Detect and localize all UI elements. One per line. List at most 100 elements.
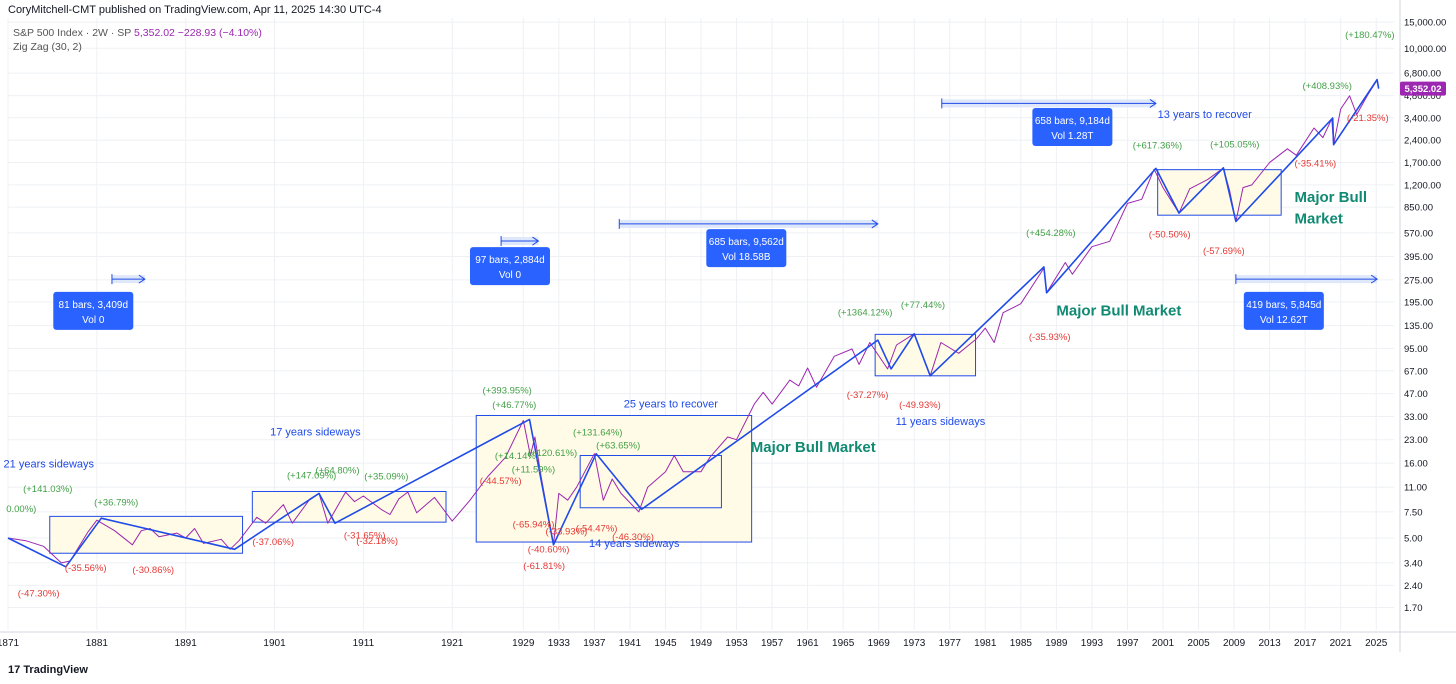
range-info-text: Vol 1.28T — [1051, 131, 1093, 142]
last-price-box — [1400, 81, 1446, 96]
zigzag-percent-label: (+63.65%) — [596, 441, 640, 452]
range-info-box — [1032, 107, 1113, 146]
annotation-text: 14 years sideways — [589, 538, 680, 550]
price-axis-tick-label: 67.00 — [1404, 366, 1428, 377]
zigzag-percent-label: (+454.28%) — [1026, 228, 1075, 239]
zigzag-percent-label: (-46.30%) — [612, 532, 654, 543]
zigzag-percent-label: (+408.93%) — [1302, 81, 1351, 92]
annotation-text: Market — [1294, 210, 1342, 227]
zigzag-percent-label: (+617.36%) — [1133, 141, 1182, 152]
zigzag-percent-label: (-33.93%) — [546, 526, 588, 537]
range-info-text: 685 bars, 9,562d — [709, 237, 784, 248]
price-axis-tick-label: 135.00 — [1404, 321, 1433, 332]
time-axis-tick-label: 1997 — [1116, 638, 1139, 649]
price-axis-tick-label: 15,000.00 — [1404, 18, 1446, 29]
zigzag-percent-label: (+141.03%) — [23, 484, 72, 495]
price-axis-tick-label: 5.00 — [1404, 534, 1423, 545]
annotation-text: 13 years to recover — [1158, 109, 1252, 121]
price-axis-tick-label: 3.40 — [1404, 558, 1423, 569]
zigzag-percent-label: (+46.77%) — [492, 400, 536, 411]
zigzag-percent-label: (-50.50%) — [1149, 230, 1191, 241]
range-info-text: 81 bars, 3,409d — [59, 300, 129, 311]
annotation-text: 17 years sideways — [270, 427, 361, 439]
measure-arrows — [111, 98, 1379, 285]
zigzag-percent-label: (+1364.12%) — [838, 308, 893, 319]
range-info-box — [706, 229, 787, 268]
price-axis-tick-label: 7.50 — [1404, 507, 1423, 518]
symbol-legend[interactable]: S&P 500 Index · 2W · SP 5,352.02 −228.93… — [13, 27, 262, 39]
annotation-text: 21 years sideways — [4, 458, 95, 470]
range-info-box — [469, 247, 550, 286]
range-info-label: 81 bars, 3,409d Vol 0 — [53, 291, 134, 330]
price-axis-tick-label: 3,400.00 — [1404, 113, 1441, 124]
range-info-label: 97 bars, 2,884d Vol 0 — [469, 247, 550, 286]
time-axis-tick-label: 2005 — [1187, 638, 1210, 649]
zigzag-percent-label: (-30.86%) — [132, 565, 174, 576]
price-axis-tick-label: 275.00 — [1404, 275, 1433, 286]
range-info-text: 97 bars, 2,884d — [475, 255, 545, 266]
annotation-text: Major Bull Market — [1056, 303, 1181, 320]
zigzag-percent-label: (-35.56%) — [65, 563, 107, 574]
tradingview-logo[interactable]: 17 TradingView — [8, 664, 88, 676]
price-axis-tick-label: 1,200.00 — [1404, 180, 1441, 191]
zigzag-percent-label: (-61.81%) — [523, 561, 565, 572]
zigzag-percent-labels: 0.00%) (+141.03%) (+36.79%) (+147.09%)(+64.… — [6, 30, 1394, 600]
zigzag-percent-label: (+393.95%) — [482, 386, 531, 397]
time-axis-tick-label: 1911 — [353, 638, 375, 649]
range-info-text: 419 bars, 5,845d — [1246, 300, 1321, 311]
zigzag-percent-label: (-21.35%) — [1347, 113, 1389, 124]
range-info-text: 658 bars, 9,184d — [1035, 116, 1110, 127]
range-box — [579, 455, 722, 509]
annotation-text: 11 years sideways — [896, 416, 986, 428]
zigzag-percent-label: (+77.44%) — [901, 300, 945, 311]
time-axis-labels: 1871 1881 1891 1901 1911 1921 1929 1933 1937 1941… — [0, 638, 1388, 649]
price-axis-tick-label: 1.70 — [1404, 603, 1423, 614]
time-axis-tick-label: 2025 — [1365, 638, 1388, 649]
zigzag-percent-label: 0.00%) — [6, 504, 36, 515]
time-axis-tick-label: 1901 — [263, 638, 286, 649]
range-info-text: Vol 18.58B — [722, 252, 771, 263]
price-axis-tick-label: 23.00 — [1404, 435, 1428, 446]
zigzag-percent-label: (-37.06%) — [252, 537, 294, 548]
price-axis-tick-label: 570.00 — [1404, 228, 1433, 239]
time-axis-tick-label: 1953 — [725, 638, 748, 649]
time-axis-tick-label: 2017 — [1294, 638, 1317, 649]
range-info-text: Vol 12.62T — [1260, 315, 1308, 326]
time-axis-tick-label: 2001 — [1152, 638, 1175, 649]
zigzag-percent-label: (+14.14%) — [495, 451, 539, 462]
measure-arrow-head — [871, 219, 879, 229]
measure-arrow-head — [1149, 99, 1157, 108]
zigzag-percent-label: (-35.41%) — [1294, 158, 1336, 169]
time-axis-tick-label: 1965 — [832, 638, 855, 649]
zigzag-percent-label: (-65.94%) — [513, 519, 555, 530]
time-axis-tick-label: 1945 — [654, 638, 677, 649]
zigzag-percent-label: (+36.79%) — [94, 497, 138, 508]
indicator-legend[interactable]: Zig Zag (30, 2) — [13, 41, 82, 53]
time-axis-tick-label: 1957 — [761, 638, 784, 649]
time-axis-tick-label: 1933 — [548, 638, 571, 649]
range-boxes — [49, 169, 1282, 554]
annotation-text: Major Bull — [1294, 189, 1367, 206]
range-info-box — [53, 291, 134, 330]
symbol-values: 5,352.02 −228.93 (−4.10%) — [134, 27, 262, 39]
range-box — [1157, 169, 1282, 216]
price-axis-tick-label: 33.00 — [1404, 412, 1428, 423]
measure-arrow-head — [532, 236, 540, 246]
price-axis-tick-label: 395.00 — [1404, 252, 1433, 263]
zigzag-line — [7, 78, 1380, 568]
zigzag-percent-label: (-32.18%) — [356, 536, 398, 547]
zigzag-percent-label: (-57.69%) — [1203, 246, 1245, 257]
price-axis-tick-label: 95.00 — [1404, 344, 1428, 355]
price-axis-tick-label: 47.00 — [1404, 389, 1428, 400]
tradingview-logo-mark: 17 — [8, 664, 21, 676]
range-info-labels: 81 bars, 3,409d Vol 0 97 bars, 2,884d Vol 0… — [53, 107, 1324, 330]
zigzag-percent-label: (+120.61%) — [528, 448, 577, 459]
zigzag-percent-label: (-44.57%) — [480, 476, 522, 487]
time-axis-tick-label: 1977 — [939, 638, 962, 649]
time-axis-tick-label: 1981 — [974, 638, 997, 649]
zigzag-percent-label: (-54.47%) — [576, 523, 618, 534]
price-axis-labels: 1.70 2.40 3.40 5.00 7.50 11.00 16.00 23.00 33.00… — [1404, 18, 1446, 614]
time-axis-tick-label: 1985 — [1010, 638, 1033, 649]
range-box — [49, 515, 244, 554]
